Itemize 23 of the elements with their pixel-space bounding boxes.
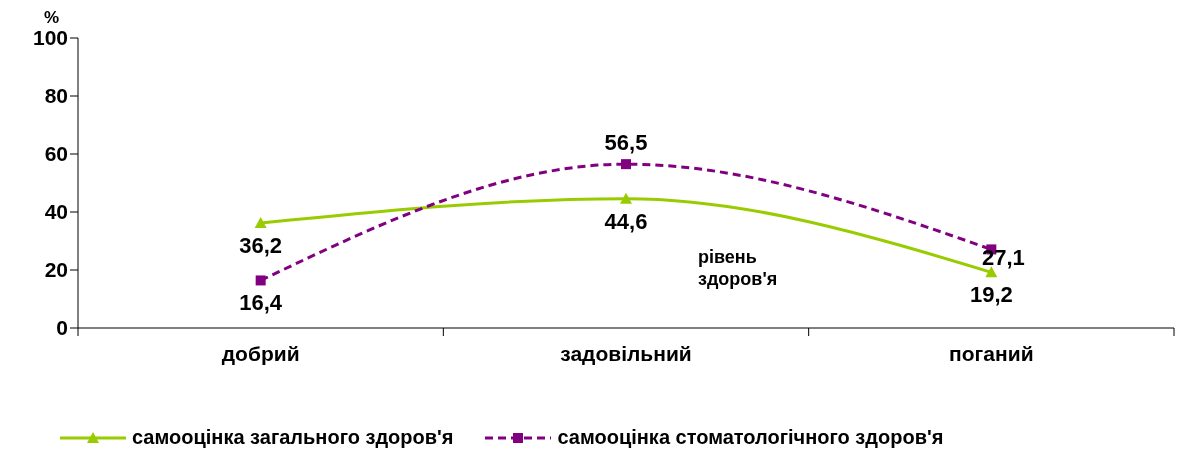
legend-label: самооцінка стоматологічного здоров'я [557,426,944,449]
data-label: 16,4 [239,290,283,316]
data-label: 44,6 [604,208,648,234]
y-axis-title: % [44,8,60,28]
data-label: 36,2 [239,233,283,259]
y-tick-label: 60 [44,142,68,166]
y-tick-label: 20 [44,258,68,282]
data-label: 19,2 [969,282,1013,308]
y-tick-label: 80 [44,84,68,108]
y-tick-label: 100 [32,26,68,50]
legend-label: самооцінка загального здоров'я [132,426,454,449]
x-tick-label: добрий [221,341,300,365]
x-axis-title: рівень здоров'я [698,246,779,290]
data-label: 27,1 [981,245,1025,271]
x-tick-label: поганий [949,341,1034,365]
y-tick-label: 0 [56,316,68,340]
x-tick-label: задовільний [560,341,692,365]
data-label: 56,5 [604,130,648,156]
point [254,217,267,229]
y-tick-label: 40 [44,200,68,224]
point [621,159,631,170]
point [255,275,266,286]
point [620,192,632,204]
